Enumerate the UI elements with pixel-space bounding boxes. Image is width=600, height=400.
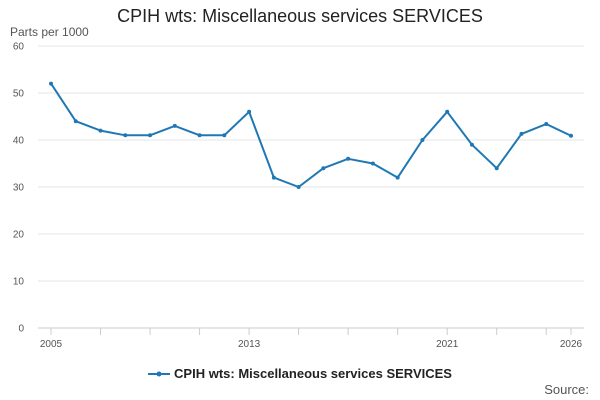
legend: CPIH wts: Miscellaneous services SERVICE… bbox=[0, 366, 600, 381]
y-axis-label: Parts per 1000 bbox=[10, 25, 89, 39]
chart-title: CPIH wts: Miscellaneous services SERVICE… bbox=[117, 6, 483, 26]
data-point bbox=[445, 109, 450, 114]
data-point bbox=[197, 133, 202, 138]
data-point bbox=[321, 166, 326, 171]
data-point bbox=[222, 133, 227, 138]
data-point bbox=[148, 133, 153, 138]
data-point bbox=[370, 161, 375, 166]
y-tick-label: 30 bbox=[13, 183, 25, 194]
x-tick-label: 2021 bbox=[436, 339, 459, 350]
y-tick-label: 40 bbox=[13, 136, 25, 147]
gridlines: 0 10 20 30 40 50 60 bbox=[13, 42, 584, 335]
data-point bbox=[420, 138, 425, 142]
data-point bbox=[123, 133, 128, 138]
y-tick-label: 20 bbox=[13, 230, 25, 241]
data-point bbox=[73, 119, 78, 124]
y-tick-label: 10 bbox=[13, 277, 25, 288]
source-label: Source: bbox=[544, 382, 589, 397]
y-tick-label: 50 bbox=[13, 89, 25, 100]
data-point bbox=[49, 81, 53, 86]
series-layer bbox=[49, 81, 573, 189]
x-tick-label: 2005 bbox=[40, 339, 63, 350]
data-point bbox=[346, 156, 351, 161]
data-point bbox=[569, 133, 573, 138]
legend-swatch-icon bbox=[148, 371, 171, 376]
data-point bbox=[544, 122, 549, 127]
x-axis: 2005 2013 2021 2026 bbox=[40, 328, 583, 350]
data-point bbox=[519, 131, 524, 136]
data-point bbox=[395, 175, 400, 180]
x-tick-label: 2013 bbox=[238, 339, 261, 350]
y-tick-label: 60 bbox=[13, 42, 25, 53]
x-tick-label: 2026 bbox=[560, 339, 583, 350]
data-point bbox=[271, 175, 276, 180]
data-point bbox=[172, 123, 177, 128]
data-point bbox=[494, 166, 499, 171]
data-point bbox=[469, 142, 474, 147]
data-point bbox=[247, 109, 252, 114]
series-line-0 bbox=[50, 83, 572, 188]
data-point bbox=[296, 185, 301, 189]
y-tick-label: 0 bbox=[18, 324, 24, 335]
data-point bbox=[98, 128, 103, 133]
legend-label: CPIH wts: Miscellaneous services SERVICE… bbox=[174, 366, 452, 381]
